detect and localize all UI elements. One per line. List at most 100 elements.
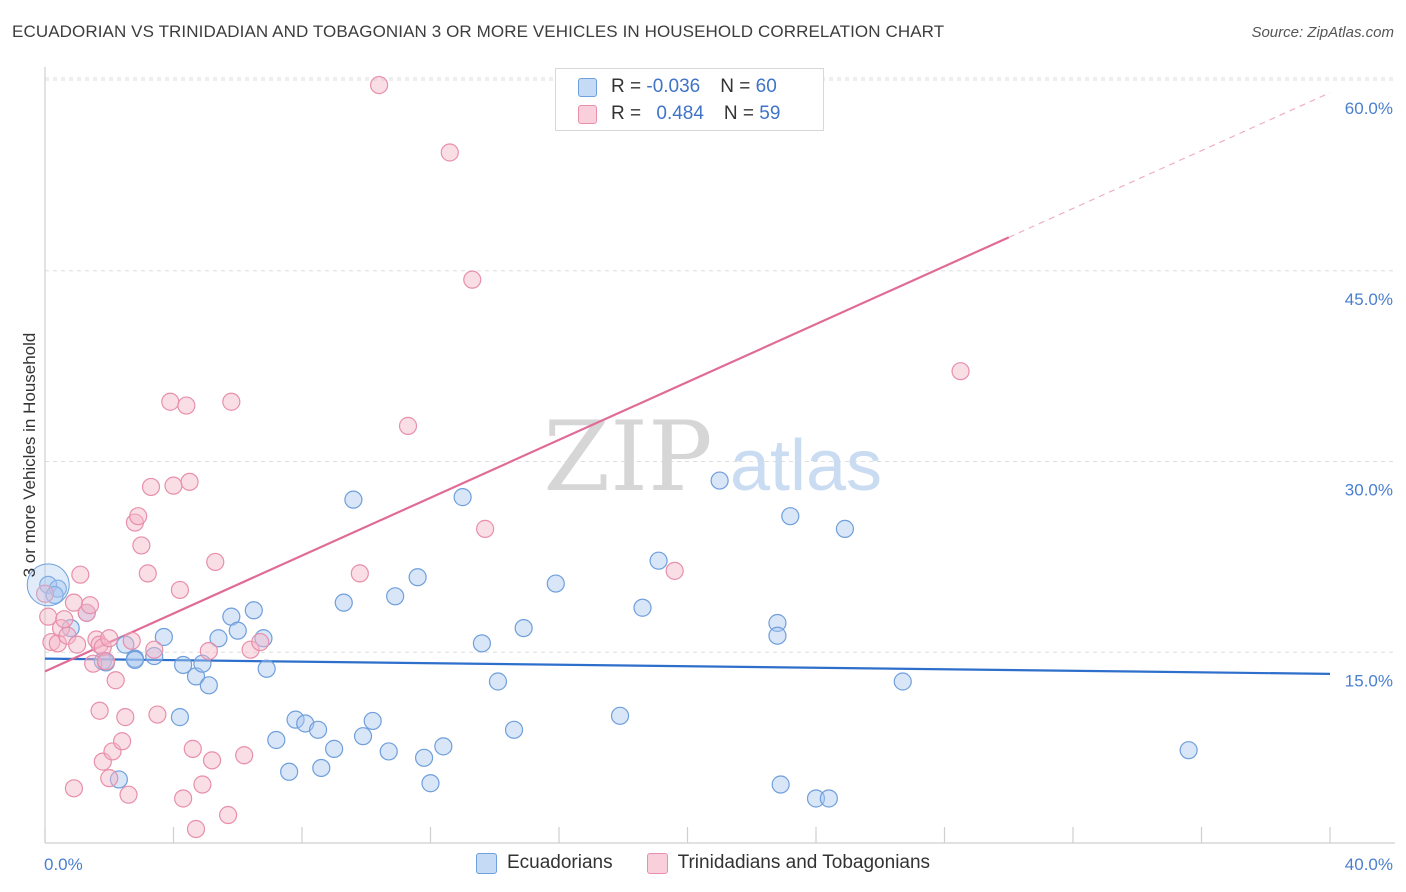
point-trinidadians [100, 769, 119, 788]
point-trinidadians [164, 476, 183, 495]
x-tick-label-max: 40.0% [1345, 855, 1393, 874]
legend-row-ecuadorians: R = -0.036 N = 60 [578, 75, 777, 99]
point-trinidadians [87, 630, 106, 649]
legend-r-label: R = [611, 103, 647, 124]
point-ecuadorians [286, 710, 305, 729]
trend-line-trinidadians [44, 236, 1010, 673]
y-axis-label: 3 or more Vehicles in Household [20, 333, 39, 578]
point-ecuadorians [228, 621, 247, 640]
point-trinidadians [90, 635, 109, 654]
point-ecuadorians [344, 490, 363, 509]
point-ecuadorians [45, 585, 64, 605]
point-trinidadians [235, 746, 254, 765]
point-trinidadians [241, 640, 260, 659]
legend-label-ecuadorians: Ecuadorians [506, 852, 613, 873]
watermark-atlas: atlas [730, 426, 882, 506]
point-trinidadians [90, 701, 109, 720]
legend-r-value-blue: -0.036 [646, 76, 701, 97]
point-trinidadians [350, 564, 369, 583]
point-ecuadorians [408, 568, 427, 587]
point-ecuadorians [170, 708, 190, 727]
point-ecuadorians [633, 598, 652, 617]
gridlines [45, 77, 1395, 653]
legend-r-value-pink: 0.484 [656, 103, 704, 124]
point-ecuadorians [125, 650, 145, 669]
point-ecuadorians [504, 720, 524, 739]
point-ecuadorians [280, 762, 299, 781]
trend-line-ecuadorians [44, 657, 1331, 675]
point-ecuadorians [145, 646, 164, 666]
legend-r-label: R = [611, 76, 647, 97]
point-ecuadorians [421, 774, 440, 793]
point-ecuadorians [1179, 741, 1198, 760]
point-trinidadians [251, 632, 270, 652]
point-trinidadians [180, 472, 199, 491]
point-ecuadorians [174, 655, 193, 675]
point-ecuadorians [514, 618, 533, 638]
point-trinidadians [71, 565, 90, 584]
point-ecuadorians [414, 748, 434, 767]
point-ecuadorians [379, 742, 398, 761]
point-trinidadians [183, 739, 202, 758]
legend-row-trinidadians: R = 0.484 N = 59 [578, 102, 780, 126]
legend-item-trinidadians[interactable]: Trinidadians and Tobagonians [646, 852, 930, 874]
legend-swatch-trinidadians [646, 852, 668, 874]
point-ecuadorians [154, 627, 173, 647]
point-trinidadians [665, 561, 684, 580]
point-trinidadians [132, 536, 151, 555]
point-trinidadians [219, 805, 238, 825]
point-ecuadorians [768, 613, 787, 633]
point-ecuadorians [768, 626, 787, 645]
point-trinidadians [161, 392, 180, 411]
point-ecuadorians [546, 574, 565, 593]
y-tick-label: 60.0% [1345, 99, 1393, 118]
point-ecuadorians [472, 634, 491, 653]
point-trinidadians [170, 580, 190, 600]
point-ecuadorians [819, 789, 838, 808]
legend-item-ecuadorians[interactable]: Ecuadorians [475, 852, 613, 874]
point-ecuadorians [771, 775, 790, 794]
point-trinidadians [141, 477, 161, 497]
point-ecuadorians [312, 758, 331, 778]
point-trinidadians [199, 641, 218, 661]
point-ecuadorians-cluster [26, 563, 70, 607]
point-trinidadians [93, 638, 112, 657]
point-trinidadians [398, 416, 418, 435]
point-trinidadians [100, 629, 119, 648]
legend-n-label: N = [720, 76, 756, 97]
point-ecuadorians [835, 519, 855, 538]
point-trinidadians [206, 552, 225, 572]
point-ecuadorians [257, 659, 276, 678]
point-trinidadians [186, 819, 206, 839]
point-trinidadians [42, 632, 61, 652]
point-trinidadians [119, 785, 138, 804]
y-tick-label: 15.0% [1345, 671, 1393, 690]
point-ecuadorians [781, 507, 800, 526]
watermark-zip: ZIP [543, 401, 712, 513]
point-trinidadians [35, 584, 55, 603]
legend-n-value-blue: 60 [755, 76, 777, 97]
point-trinidadians [112, 732, 132, 751]
point-trinidadians [96, 652, 116, 671]
point-ecuadorians [353, 727, 373, 746]
trend-line-trinidadians-extension [1008, 92, 1331, 238]
legend-swatch-pink [578, 104, 597, 124]
point-ecuadorians [710, 471, 729, 490]
point-trinidadians [106, 671, 125, 690]
point-ecuadorians [488, 672, 508, 691]
point-trinidadians [174, 789, 193, 808]
y-tick-label: 30.0% [1345, 481, 1393, 500]
point-trinidadians [129, 507, 148, 526]
legend-n-label: N = [723, 103, 760, 124]
point-trinidadians [463, 270, 482, 289]
point-trinidadians [222, 392, 241, 411]
tick-labels: 15.0% 30.0% 45.0% 60.0% 0.0% 40.0% [44, 99, 1393, 874]
point-ecuadorians [806, 789, 826, 808]
point-ecuadorians [308, 720, 328, 739]
point-trinidadians [476, 519, 495, 538]
point-trinidadians [145, 640, 164, 659]
watermark: ZIP atlas [543, 401, 882, 513]
point-trinidadians [122, 631, 141, 650]
point-trinidadians [951, 362, 970, 381]
